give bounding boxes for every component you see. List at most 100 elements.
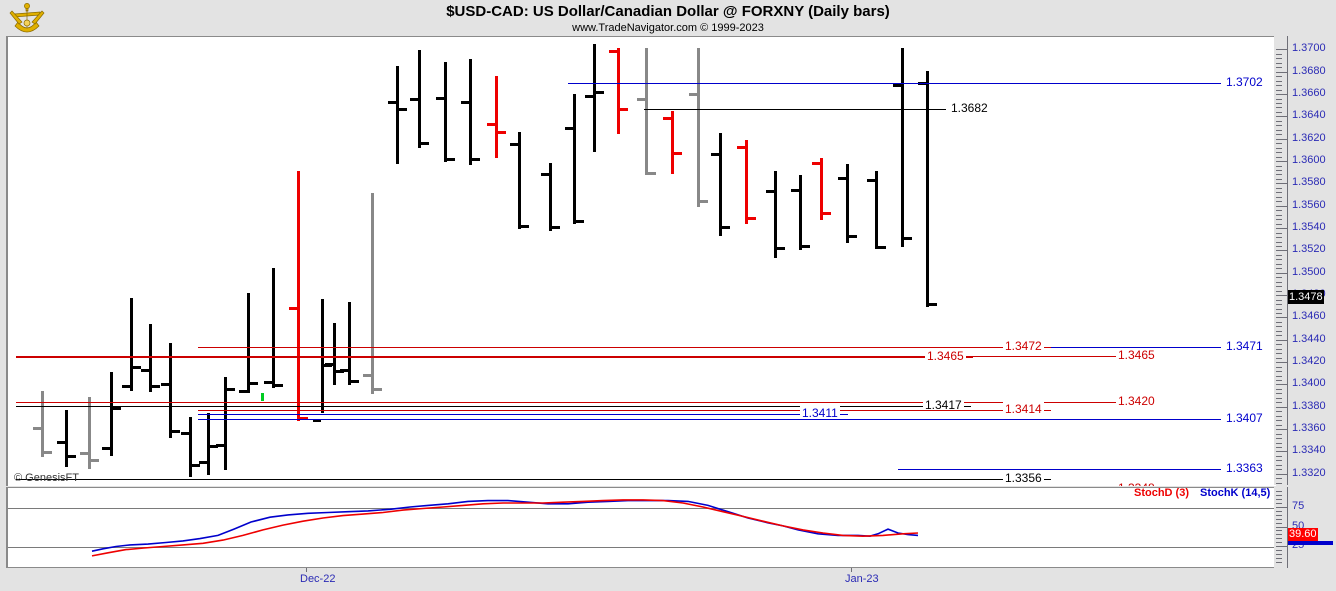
price-axis-tick xyxy=(1276,228,1287,230)
stoch-gridline-75 xyxy=(8,507,1276,509)
price-axis-minor-tick xyxy=(1276,397,1282,399)
chart-header: $USD-CAD: US Dollar/Canadian Dollar @ FO… xyxy=(0,0,1336,36)
price-axis-minor-tick xyxy=(1276,80,1282,82)
price-axis-minor-tick xyxy=(1276,420,1282,422)
last-price-marker: 1.3478 xyxy=(1288,290,1324,305)
date-axis-label: Jan-23 xyxy=(845,573,879,585)
ohlc-bar xyxy=(444,61,447,163)
ohlc-close-tick xyxy=(152,385,160,389)
legend-stochk: StochK (14,5) xyxy=(1200,487,1271,499)
ohlc-bar xyxy=(149,324,152,393)
price-axis-minor-tick xyxy=(1276,290,1282,292)
price-axis-minor-tick xyxy=(1276,254,1282,256)
stoch-gridline-25 xyxy=(8,547,1276,549)
price-axis-tick xyxy=(1276,116,1287,118)
price-axis-minor-tick xyxy=(1276,304,1282,306)
ohlc-open-tick xyxy=(585,95,593,99)
ohlc-close-tick xyxy=(648,172,656,176)
ohlc-bar xyxy=(65,410,68,467)
ohlc-bar xyxy=(169,343,172,438)
ohlc-open-tick xyxy=(289,307,297,311)
price-axis-tick xyxy=(1276,317,1287,319)
ohlc-bar xyxy=(224,376,227,471)
ohlc-bar xyxy=(469,59,472,166)
price-axis-minor-tick xyxy=(1276,335,1282,337)
ohlc-close-tick xyxy=(172,430,180,434)
ohlc-bar xyxy=(189,416,192,478)
stoch-value-marker: 39.60 xyxy=(1288,527,1318,541)
stochastic-pane[interactable] xyxy=(6,487,1276,568)
price-axis-tick xyxy=(1276,49,1287,51)
price-axis-minor-tick xyxy=(1276,286,1282,288)
stochastic-axis[interactable]: 75 50 25 39.60 xyxy=(1274,487,1336,568)
price-chart-pane[interactable]: 1.3702 1.3682 1.3471 1.3472 1.3465 1.3465 1.34… xyxy=(6,36,1276,486)
ohlc-bar xyxy=(593,43,596,153)
stoch-axis-minor-tick xyxy=(1276,522,1282,524)
price-axis-minor-tick xyxy=(1276,210,1282,212)
price-axis-label: 1.3660 xyxy=(1292,87,1326,100)
price-axis-minor-tick xyxy=(1276,424,1282,426)
price-axis-minor-tick xyxy=(1276,143,1282,145)
ohlc-open-tick xyxy=(216,443,224,447)
price-axis-rule xyxy=(1287,36,1288,485)
price-axis-minor-tick xyxy=(1276,366,1282,368)
legend-stochd: StochD (3) xyxy=(1134,487,1189,499)
ohlc-open-tick xyxy=(410,98,418,102)
ohlc-bar xyxy=(573,93,576,224)
ohlc-open-tick xyxy=(487,123,495,126)
price-level-label: 1.3465 xyxy=(925,349,966,363)
price-axis[interactable]: 1.3700 1.3680 1.3660 1.3640 1.3620 1.3600 1.35… xyxy=(1274,36,1336,485)
ohlc-bar xyxy=(207,413,210,475)
price-level-label: 1.3682 xyxy=(951,101,988,115)
price-level-label: 1.3417 xyxy=(923,398,964,412)
genesis-watermark: © GenesisFT xyxy=(14,472,79,484)
price-axis-minor-tick xyxy=(1276,321,1282,323)
ohlc-open-tick xyxy=(812,162,820,166)
price-axis-tick xyxy=(1276,205,1287,207)
ohlc-open-tick xyxy=(102,446,110,450)
stoch-axis-minor-tick xyxy=(1276,498,1282,500)
date-axis[interactable]: Dec-22 Jan-23 xyxy=(6,568,1336,591)
ohlc-bar xyxy=(348,301,351,386)
ohlc-open-tick xyxy=(325,363,333,367)
price-axis-minor-tick xyxy=(1276,156,1282,158)
ohlc-open-tick xyxy=(609,50,617,54)
ohlc-bar xyxy=(671,110,674,175)
ohlc-bar xyxy=(719,133,722,236)
ohlc-bar xyxy=(41,391,44,457)
ohlc-bar xyxy=(617,48,620,135)
ohlc-close-tick xyxy=(552,225,560,229)
ohlc-open-tick xyxy=(867,178,875,182)
price-level-line xyxy=(198,347,1051,348)
stoch-axis-minor-tick xyxy=(1276,530,1282,532)
ohlc-open-tick xyxy=(711,153,719,157)
ohlc-open-tick xyxy=(388,100,396,104)
ohlc-bar xyxy=(820,157,823,221)
price-axis-minor-tick xyxy=(1276,460,1282,462)
stoch-axis-minor-tick xyxy=(1276,510,1282,512)
price-axis-label: 1.3560 xyxy=(1292,198,1326,211)
price-axis-minor-tick xyxy=(1276,478,1282,480)
price-level-line xyxy=(644,109,946,110)
stoch-axis-minor-tick xyxy=(1276,534,1282,536)
price-axis-minor-tick xyxy=(1276,85,1282,87)
price-axis-label: 1.3380 xyxy=(1292,399,1326,412)
price-axis-minor-tick xyxy=(1276,165,1282,167)
price-axis-label: 1.3440 xyxy=(1292,332,1326,345)
price-axis-minor-tick xyxy=(1276,348,1282,350)
price-axis-label: 1.3420 xyxy=(1292,355,1326,368)
price-axis-minor-tick xyxy=(1276,152,1282,154)
price-axis-tick xyxy=(1276,183,1287,185)
ohlc-close-tick xyxy=(399,108,407,112)
ohlc-bar xyxy=(396,66,399,165)
price-axis-minor-tick xyxy=(1276,98,1282,100)
price-axis-label: 1.3360 xyxy=(1292,422,1326,435)
ohlc-open-tick xyxy=(239,389,247,393)
ohlc-bar xyxy=(645,48,648,176)
ohlc-open-tick xyxy=(363,374,371,378)
price-axis-tick xyxy=(1276,94,1287,96)
price-level-line xyxy=(198,410,1051,411)
ohlc-close-tick xyxy=(700,200,708,204)
price-axis-tick xyxy=(1276,272,1287,274)
price-axis-minor-tick xyxy=(1276,433,1282,435)
